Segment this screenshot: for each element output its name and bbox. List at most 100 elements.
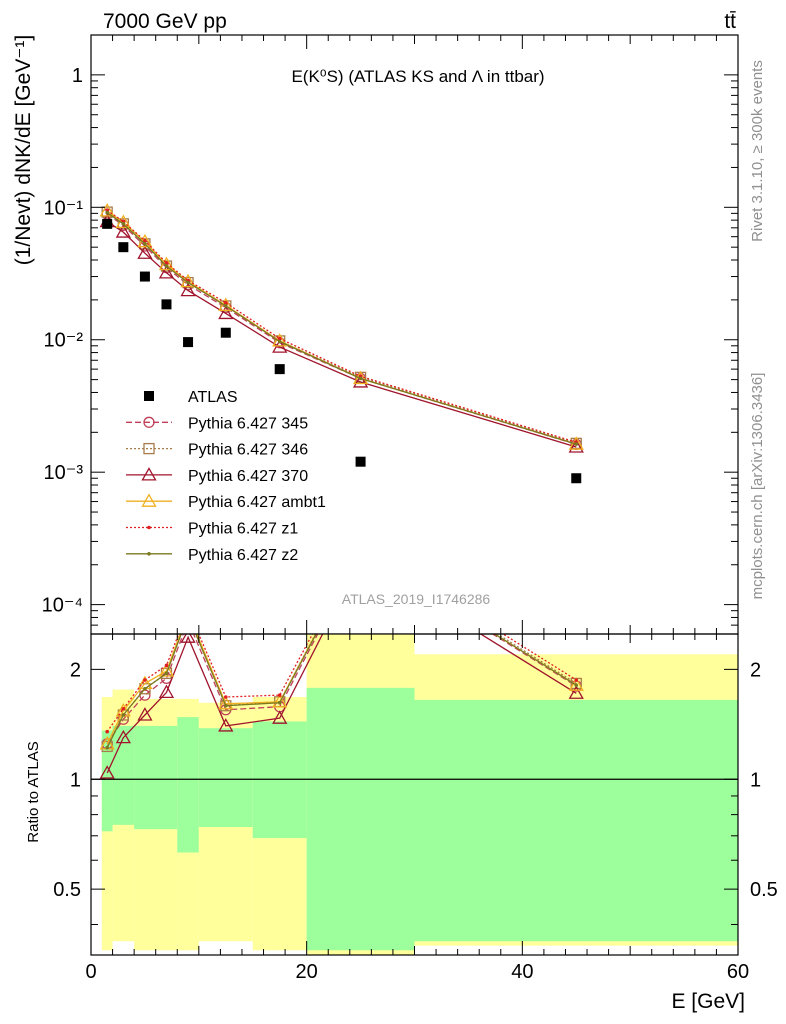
point-z2	[105, 745, 109, 750]
point-z2	[143, 242, 147, 246]
point-z2	[277, 339, 282, 344]
series-line-z2	[106, 634, 577, 748]
series-z2	[105, 210, 579, 446]
point-z1	[186, 608, 190, 612]
ratio-y-tick-label-right: 2	[750, 659, 761, 681]
legend-label-ambt1: Pythia 6.427 ambt1	[188, 494, 326, 511]
series-p345	[101, 208, 582, 451]
point-z1	[164, 663, 169, 668]
point-data	[183, 337, 194, 348]
legend-label-z2: Pythia 6.427 z2	[188, 547, 298, 564]
uncertainty-band-inner	[306, 687, 415, 951]
point-z2	[105, 210, 109, 215]
y-axis-label-ratio: Ratio to ATLAS	[25, 741, 42, 842]
point-z1	[223, 301, 228, 305]
series-p370	[99, 213, 584, 453]
series-line-ambt1	[106, 210, 577, 445]
x-tick-label: 20	[296, 961, 318, 983]
ratio-panel: 0.5 0.51 12 20 20 40 60	[53, 543, 778, 983]
point-ambt1	[182, 606, 195, 618]
uncertainty-band-inner	[414, 699, 738, 942]
point-p370	[137, 245, 153, 259]
ratio-y-tick-label: 0.5	[53, 879, 81, 901]
point-z2	[164, 671, 169, 676]
point-z1	[359, 543, 363, 547]
main-panel: 10⁻⁴ 10⁻³ 10⁻² 10⁻¹ 1 E(K⁰S) (ATLAS KS and Λ…	[42, 34, 739, 635]
y-tick-label: 10⁻³	[44, 462, 84, 484]
uncertainty-band-inner	[112, 725, 135, 825]
point-p370	[158, 265, 175, 279]
legend-label-data: ATLAS	[188, 389, 238, 406]
legend-marker-z1	[147, 525, 151, 530]
legend-entry-data: ATLAS	[144, 389, 238, 406]
legend-label-p370: Pythia 6.427 370	[188, 468, 308, 485]
process-label: tt̄	[724, 10, 736, 33]
point-z2	[186, 280, 190, 285]
rivet-label: Rivet 3.1.10, ≥ 300k events	[749, 60, 766, 242]
legend-entry-z2: Pythia 6.427 z2	[126, 547, 298, 564]
y-tick-label: 10⁻²	[44, 330, 84, 352]
point-z1	[223, 695, 228, 699]
point-ambt1	[568, 677, 584, 691]
point-z2	[164, 264, 169, 268]
point-ambt1	[272, 333, 288, 347]
point-z1	[143, 238, 147, 243]
legend-entry-z1: Pythia 6.427 z1	[126, 521, 298, 538]
point-data	[274, 364, 285, 375]
point-data	[102, 218, 113, 229]
point-p346	[356, 543, 366, 553]
series-z1	[105, 543, 579, 734]
mcplots-label: mcplots.cern.ch [arXiv:1306.3436]	[749, 373, 766, 600]
legend-marker-ambt1	[141, 493, 157, 507]
analysis-id: ATLAS_2019_I1746286	[342, 591, 491, 607]
series-line-p345	[106, 213, 577, 446]
point-p370	[137, 707, 153, 721]
point-z2	[186, 614, 190, 618]
point-p370	[354, 553, 367, 565]
series-p370	[99, 553, 584, 779]
point-z2	[143, 686, 147, 691]
x-tick-label: 40	[511, 961, 533, 983]
x-axis-label: E [GeV]	[671, 990, 745, 1013]
legend-entry-p370: Pythia 6.427 370	[126, 467, 308, 485]
legend-entry-p345: Pythia 6.427 345	[126, 415, 308, 432]
series-line-p346	[106, 211, 577, 445]
y-tick-label: 10⁻¹	[44, 197, 84, 219]
point-z2	[223, 304, 228, 308]
point-p370	[568, 439, 584, 453]
point-z1	[164, 261, 169, 265]
point-p345	[356, 547, 366, 557]
y-axis-label-main: (1/Nevt) dNK/dE [GeV⁻¹]	[12, 35, 35, 266]
point-z1	[574, 678, 579, 682]
point-ambt1	[218, 695, 234, 710]
point-p370	[218, 718, 234, 732]
point-p370	[272, 710, 288, 724]
x-tick-label: 60	[727, 961, 749, 983]
ratio-y-tick-label: 2	[70, 659, 81, 681]
point-ambt1	[354, 543, 367, 555]
point-z1	[121, 706, 126, 711]
point-p370	[568, 685, 584, 699]
point-p370	[158, 684, 175, 699]
point-data	[355, 456, 366, 467]
point-data	[118, 242, 129, 253]
point-p370	[180, 634, 196, 643]
series-data	[102, 218, 582, 484]
series-line-z2	[106, 212, 577, 445]
point-z1	[277, 336, 282, 341]
uncertainty-band-inner	[134, 725, 178, 830]
point-z2	[574, 683, 579, 687]
point-z2	[358, 376, 363, 381]
y-tick-label: 10⁻⁴	[42, 595, 83, 617]
series-line-p345	[106, 634, 577, 745]
legend-label-p345: Pythia 6.427 345	[188, 415, 308, 432]
series-line-z1	[106, 209, 577, 443]
point-z1	[277, 693, 282, 697]
legend-marker-z2	[147, 552, 151, 556]
ratio-y-tick-label-right: 0.5	[750, 879, 778, 901]
legend-marker-p370	[141, 467, 157, 481]
series-z1	[105, 208, 579, 445]
point-z2	[121, 713, 126, 717]
series-ambt1	[99, 203, 584, 450]
x-tick-label: 0	[85, 961, 96, 983]
